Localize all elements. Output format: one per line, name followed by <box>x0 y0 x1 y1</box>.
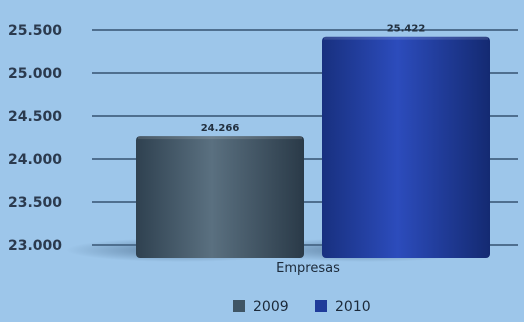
y-tick-label: 23.500 <box>8 195 62 211</box>
legend: 2009 2010 <box>233 299 371 315</box>
x-category-label: Empresas <box>276 261 340 276</box>
bar-2010 <box>322 36 490 258</box>
y-tick-label: 23.000 <box>8 238 62 254</box>
data-label-2010: 25.422 <box>387 24 426 35</box>
legend-swatch-2010 <box>315 300 327 312</box>
legend-swatch-2009 <box>233 300 245 312</box>
bar-top-highlight <box>138 136 302 140</box>
legend-label-2010: 2010 <box>335 299 371 315</box>
bar-2009 <box>136 136 304 258</box>
data-label-2009: 24.266 <box>201 123 240 134</box>
y-tick-label: 25.000 <box>8 66 62 82</box>
legend-label-2009: 2009 <box>253 299 289 315</box>
bar-top-highlight <box>324 36 488 40</box>
y-axis-ticks: 23.000 23.500 24.000 24.500 25.000 25.500 <box>8 23 62 254</box>
data-labels: 24.266 25.422 <box>201 24 426 134</box>
y-tick-label: 25.500 <box>8 23 62 39</box>
bars <box>136 36 490 258</box>
category-labels: Empresas <box>276 261 340 276</box>
y-tick-label: 24.000 <box>8 152 62 168</box>
y-tick-label: 24.500 <box>8 109 62 125</box>
